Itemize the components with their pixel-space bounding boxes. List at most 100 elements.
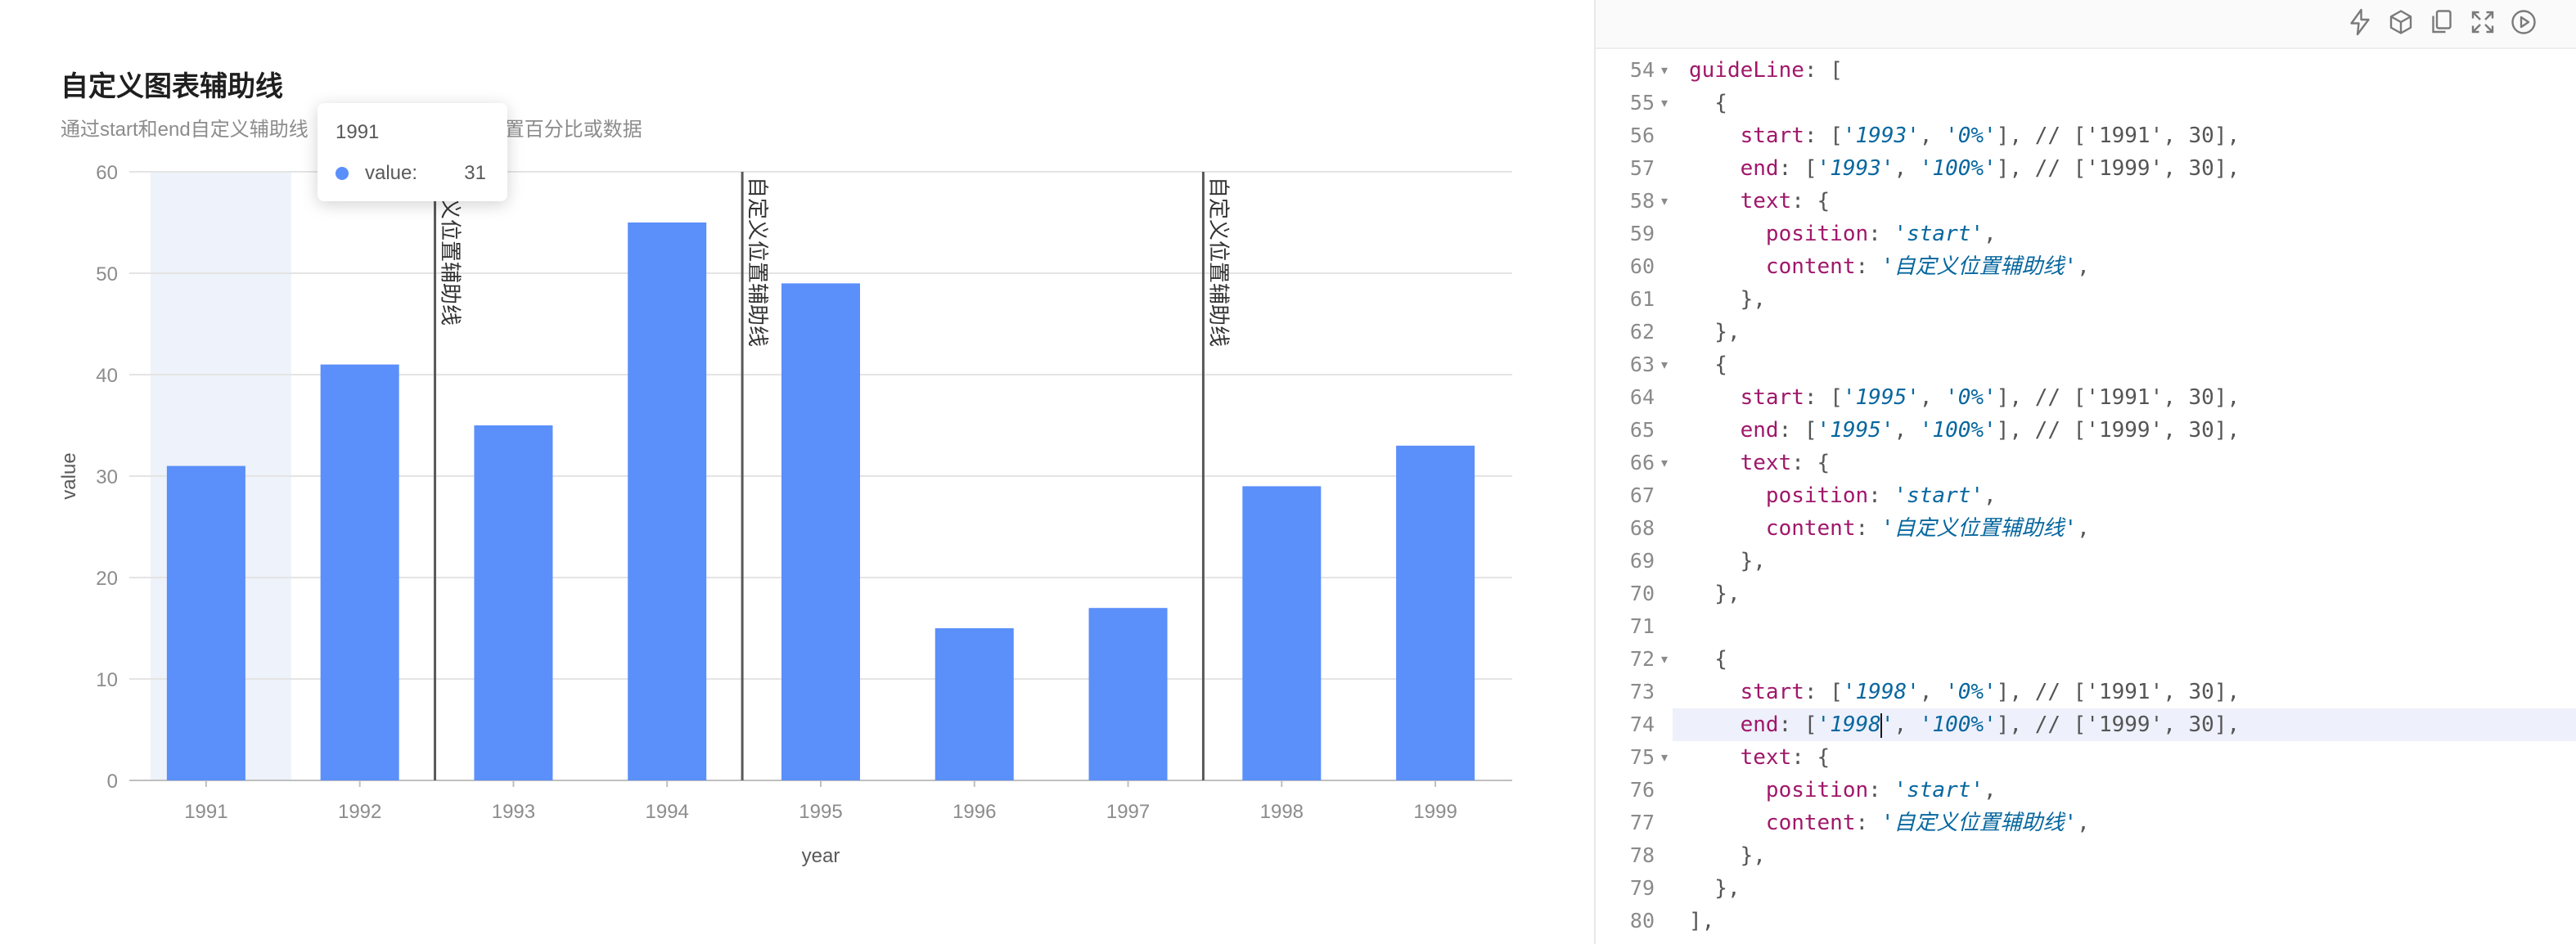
code-token: 'start' (1894, 222, 1984, 246)
code-text: content: '自定义位置辅助线', (1689, 250, 2090, 283)
bar[interactable] (166, 465, 245, 780)
code-line[interactable]: 64 start: ['1995', '0%'], // ['1991', 30… (1596, 381, 2576, 414)
bar[interactable] (320, 364, 399, 780)
line-number: 57 (1629, 156, 1655, 180)
line-number: 64 (1629, 385, 1655, 409)
code-text: end: ['1993', '100%'], // ['1999', 30], (1689, 152, 2240, 185)
fullscreen-icon[interactable] (2468, 7, 2497, 37)
code-line[interactable]: 61 }, (1596, 283, 2576, 316)
code-line[interactable]: 80], (1596, 905, 2576, 937)
code-line[interactable]: 78 }, (1596, 839, 2576, 872)
bar[interactable] (1088, 608, 1168, 780)
code-token: // ['1999', 30], (2034, 156, 2240, 181)
code-token: : [ (1804, 58, 1843, 83)
code-token: position (1689, 778, 1869, 802)
fold-arrow-icon[interactable]: ▾ (1661, 62, 1669, 78)
code-area[interactable]: 54 ▾ guideLine: [55 ▾ {56 start: ['1993', '… (1596, 54, 2576, 944)
code-line[interactable]: 65 end: ['1995', '100%'], // ['1999', 30… (1596, 414, 2576, 447)
fold-arrow-icon[interactable]: ▾ (1661, 455, 1669, 470)
x-tick-label: 1993 (492, 801, 535, 823)
line-number: 72 (1629, 647, 1655, 671)
line-number: 68 (1629, 516, 1655, 540)
y-tick-label: 10 (96, 669, 118, 691)
code-line[interactable]: 71 (1596, 610, 2576, 643)
code-editor-pane: 54 ▾ guideLine: [55 ▾ {56 start: ['1993', '… (1594, 0, 2576, 944)
play-icon[interactable] (2509, 7, 2538, 37)
code-line[interactable]: 69 }, (1596, 545, 2576, 578)
code-line[interactable]: 74 end: ['1998', '100%'], // ['1999', 30… (1630, 708, 2576, 741)
code-line[interactable]: 79 }, (1596, 872, 2576, 905)
code-line[interactable]: 60 content: '自定义位置辅助线', (1596, 250, 2576, 283)
code-line[interactable]: 76 position: 'start', (1596, 774, 2576, 807)
code-token: { (1689, 647, 1727, 672)
code-token: '100%' (1919, 156, 1997, 181)
cube-icon[interactable] (2386, 7, 2416, 37)
copy-icon[interactable] (2427, 7, 2457, 37)
code-token: guideLine (1689, 58, 1804, 83)
code-line[interactable]: 54 ▾ guideLine: [ (1596, 54, 2576, 87)
y-axis-title: value (58, 452, 80, 499)
code-line[interactable]: 56 start: ['1993', '0%'], // ['1991', 30… (1596, 119, 2576, 152)
lightning-icon[interactable] (2345, 7, 2375, 37)
guide-line-label: 定义位置辅助线 (438, 177, 462, 326)
code-line[interactable]: 66 ▾ text: { (1596, 447, 2576, 479)
bar-chart[interactable]: 0 10 20 30 40 50 60 1991 1992 1993 1994 1995 1996 199… (0, 0, 1594, 944)
y-tick-label: 50 (96, 263, 118, 285)
code-token: '1998' (1842, 680, 1920, 704)
code-line[interactable]: 55 ▾ { (1596, 87, 2576, 119)
x-axis-title: year (802, 845, 840, 867)
bar[interactable] (628, 223, 707, 780)
line-number: 79 (1629, 876, 1655, 900)
code-token: : { (1791, 745, 1831, 770)
chart-subtitle-text: 通过start和end自定义辅助线 (61, 119, 308, 141)
line-number: 63 (1629, 353, 1655, 376)
code-line[interactable]: 75 ▾ text: { (1596, 741, 2576, 774)
code-token: '1993' (1842, 124, 1920, 148)
code-text: position: 'start', (1689, 218, 1997, 250)
code-line[interactable]: 70 }, (1596, 578, 2576, 610)
code-text: }, (1689, 839, 1766, 872)
fold-arrow-icon[interactable]: ▾ (1661, 651, 1669, 667)
bar[interactable] (474, 425, 553, 780)
code-line[interactable]: 62 }, (1596, 316, 2576, 348)
fold-arrow-icon[interactable]: ▾ (1661, 95, 1669, 110)
code-text: text: { (1689, 447, 1831, 479)
fold-arrow-icon[interactable]: ▾ (1661, 193, 1669, 209)
bar[interactable] (1396, 445, 1475, 780)
code-token: }, (1689, 287, 1766, 312)
code-token: '0%' (1945, 385, 1997, 410)
code-token: : (1868, 483, 1894, 508)
code-token: end (1689, 156, 1779, 181)
code-line[interactable]: 67 position: 'start', (1596, 479, 2576, 512)
code-line[interactable]: 57 end: ['1993', '100%'], // ['1999', 30… (1596, 152, 2576, 185)
tooltip-title: 1991 (336, 121, 380, 143)
bar[interactable] (1242, 486, 1322, 780)
line-number: 55 (1629, 91, 1655, 115)
code-line[interactable]: 73 start: ['1998', '0%'], // ['1991', 30… (1596, 676, 2576, 708)
code-token: : [ (1804, 680, 1843, 704)
code-line[interactable]: 58 ▾ text: { (1596, 185, 2576, 218)
code-token: ], (1996, 680, 2035, 704)
chart-tooltip: 1991 value: 31 (317, 103, 507, 201)
code-line[interactable]: 63 ▾ { (1596, 348, 2576, 381)
code-line[interactable]: 59 position: 'start', (1596, 218, 2576, 250)
line-number: 76 (1629, 778, 1655, 802)
code-line[interactable]: 77 content: '自定义位置辅助线', (1596, 807, 2576, 839)
line-number: 80 (1629, 909, 1655, 933)
line-number: 58 (1629, 189, 1655, 213)
code-token: }, (1689, 320, 1741, 344)
bar[interactable] (934, 628, 1014, 780)
code-text: text: { (1689, 741, 1831, 774)
code-token: , (1894, 418, 1920, 443)
code-token: , (1984, 778, 1997, 802)
fold-arrow-icon[interactable]: ▾ (1661, 357, 1669, 372)
code-token: : { (1791, 189, 1831, 214)
code-line[interactable]: 72 ▾ { (1596, 643, 2576, 676)
text-cursor (1880, 712, 1882, 738)
bar[interactable] (781, 283, 860, 780)
x-tick-label: 1997 (1106, 801, 1150, 823)
line-number: 69 (1629, 549, 1655, 573)
fold-arrow-icon[interactable]: ▾ (1661, 749, 1669, 765)
code-token: : (1855, 254, 1881, 279)
code-line[interactable]: 68 content: '自定义位置辅助线', (1596, 512, 2576, 545)
